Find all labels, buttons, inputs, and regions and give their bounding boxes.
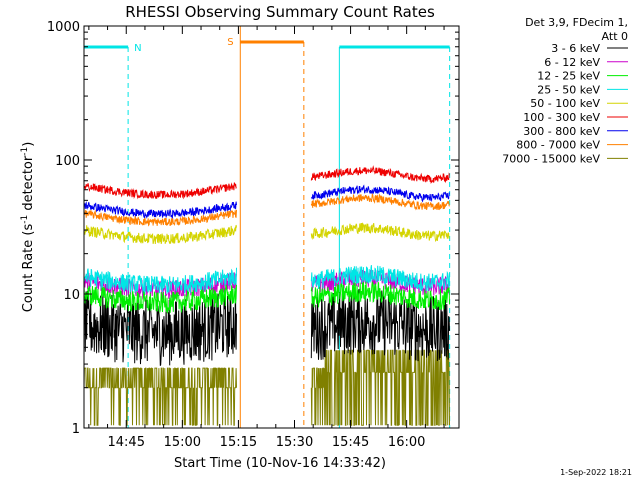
annotation-S: S xyxy=(227,26,305,428)
legend-label: 3 - 6 keV xyxy=(551,42,600,55)
y-label-sup2: -1 xyxy=(20,147,30,156)
annotation-N: N xyxy=(84,43,451,428)
y-axis-label: Count Rate (s-1 detector-1) xyxy=(20,142,36,313)
y-label-sup1: -1 xyxy=(20,215,30,224)
series-line xyxy=(310,281,450,310)
footer-timestamp: 1-Sep-2022 18:21 xyxy=(560,468,632,477)
y-label-mid: detector xyxy=(21,155,36,215)
x-tick-label: 16:00 xyxy=(388,435,425,450)
legend-label: 800 - 7000 keV xyxy=(516,139,600,152)
x-tick-label: 14:45 xyxy=(108,435,145,450)
legend-label: 50 - 100 keV xyxy=(530,97,600,110)
legend-label: 300 - 800 keV xyxy=(523,125,600,138)
y-label-main: Count Rate (s xyxy=(21,224,36,313)
y-axis: 1 10 100 1000 xyxy=(47,20,459,437)
y-tick-label: 10 xyxy=(63,288,80,303)
legend-label: 7000 - 15000 keV xyxy=(502,152,600,165)
x-axis: 14:45 15:00 15:15 15:30 15:45 16:00 xyxy=(88,26,445,450)
x-tick-label: 15:30 xyxy=(276,435,313,450)
legend-header-line2: Att 0 xyxy=(602,30,628,43)
series-line xyxy=(310,222,450,242)
legend-label: 6 - 12 keV xyxy=(544,56,600,69)
s-label: S xyxy=(227,37,233,48)
x-tick-label: 15:15 xyxy=(220,435,257,450)
series-line xyxy=(83,224,237,245)
series-line xyxy=(310,265,450,292)
series-line xyxy=(83,283,237,314)
x-tick-label: 15:00 xyxy=(164,435,201,450)
series-line xyxy=(83,209,237,227)
legend-label: 100 - 300 keV xyxy=(523,111,600,124)
series-line xyxy=(311,184,450,203)
legend-label: 12 - 25 keV xyxy=(537,70,600,83)
series-line xyxy=(83,367,237,426)
series-line xyxy=(310,165,450,184)
series-line xyxy=(83,182,237,200)
legend-header-line1: Det 3,9, FDecim 1, xyxy=(525,16,628,29)
plot-frame xyxy=(83,25,460,429)
n-label: N xyxy=(134,43,141,54)
series-line xyxy=(310,349,450,426)
x-axis-label: Start Time (10-Nov-16 14:33:42) xyxy=(174,456,386,471)
series-line xyxy=(83,201,237,219)
y-tick-label: 100 xyxy=(55,154,80,169)
y-tick-label: 1 xyxy=(72,422,80,437)
y-tick-label: 1000 xyxy=(47,20,80,35)
chart-title: RHESSI Observing Summary Count Rates xyxy=(125,3,435,21)
series-line xyxy=(83,267,237,295)
plot-area: NS xyxy=(83,26,451,428)
x-tick-label: 15:45 xyxy=(332,435,369,450)
series-line xyxy=(310,192,450,211)
legend-label: 25 - 50 keV xyxy=(537,83,600,96)
y-label-end: ) xyxy=(21,142,36,147)
